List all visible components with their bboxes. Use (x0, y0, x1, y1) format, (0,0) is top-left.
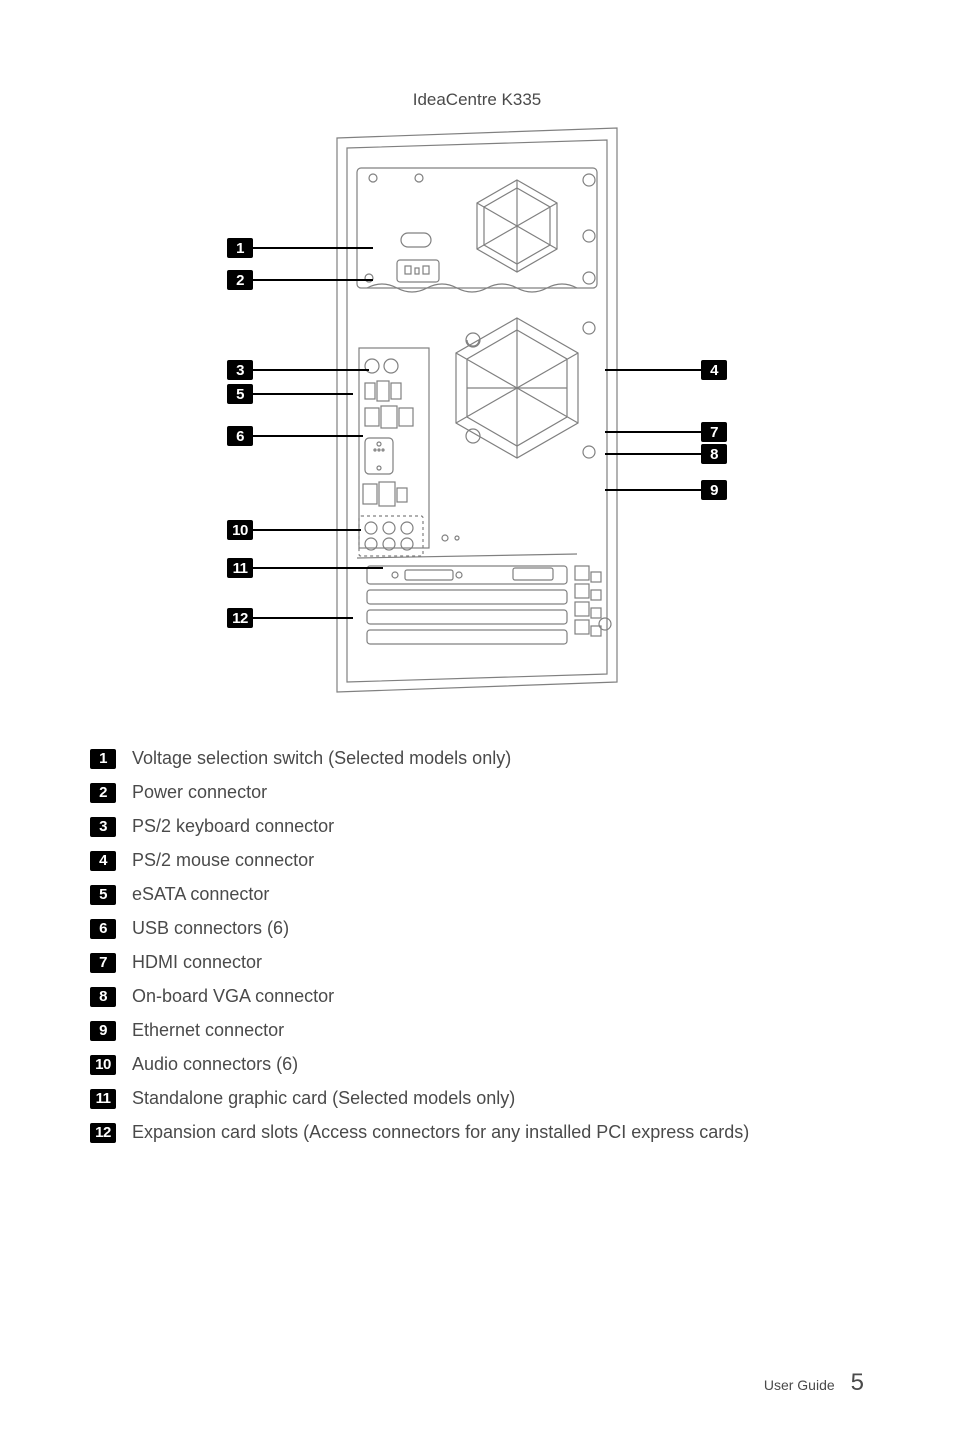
legend-text: eSATA connector (132, 884, 269, 905)
callout-badge: 3 (227, 360, 253, 380)
legend-text: Power connector (132, 782, 267, 803)
legend-text: PS/2 keyboard connector (132, 816, 334, 837)
legend-badge: 5 (90, 885, 116, 905)
legend-badge: 4 (90, 851, 116, 871)
legend-text: Expansion card slots (Access connectors … (132, 1122, 749, 1143)
page: IdeaCentre K335 (0, 0, 954, 1452)
product-title: IdeaCentre K335 (90, 90, 864, 110)
legend-text: Standalone graphic card (Selected models… (132, 1088, 515, 1109)
callout-badge: 5 (227, 384, 253, 404)
leader-line (605, 431, 701, 433)
legend-text: HDMI connector (132, 952, 262, 973)
callout-2: 2 (227, 270, 373, 290)
rear-panel-diagram (327, 118, 627, 698)
leader-line (253, 279, 373, 281)
leader-line (253, 369, 369, 371)
legend-item: 8 On-board VGA connector (90, 986, 864, 1007)
legend-badge: 8 (90, 987, 116, 1007)
callout-10: 10 (227, 520, 361, 540)
callout-badge: 11 (227, 558, 253, 578)
legend-item: 3 PS/2 keyboard connector (90, 816, 864, 837)
legend-item: 12 Expansion card slots (Access connector… (90, 1122, 864, 1143)
callout-12: 12 (227, 608, 353, 628)
legend-item: 4 PS/2 mouse connector (90, 850, 864, 871)
leader-line (253, 247, 373, 249)
callout-6: 6 (227, 426, 363, 446)
callout-3: 3 (227, 360, 369, 380)
callout-badge: 12 (227, 608, 253, 628)
callout-4: 4 (605, 360, 727, 380)
leader-line (253, 529, 361, 531)
legend-badge: 6 (90, 919, 116, 939)
footer-label: User Guide (764, 1377, 835, 1393)
legend-text: Voltage selection switch (Selected model… (132, 748, 511, 769)
legend-text: USB connectors (6) (132, 918, 289, 939)
page-number: 5 (851, 1369, 864, 1397)
callout-8: 8 (605, 444, 727, 464)
callout-badge: 2 (227, 270, 253, 290)
legend-text: On-board VGA connector (132, 986, 334, 1007)
leader-line (253, 393, 353, 395)
legend-badge: 7 (90, 953, 116, 973)
callout-badge: 1 (227, 238, 253, 258)
legend-item: 1 Voltage selection switch (Selected mode… (90, 748, 864, 769)
legend-badge: 9 (90, 1021, 116, 1041)
leader-line (605, 369, 701, 371)
legend-badge: 11 (90, 1089, 116, 1109)
legend-item: 2 Power connector (90, 782, 864, 803)
legend-item: 9 Ethernet connector (90, 1020, 864, 1041)
diagram-container: 12356101112 4789 (267, 118, 687, 698)
callout-11: 11 (227, 558, 383, 578)
footer: User Guide 5 (764, 1369, 864, 1397)
legend-text: Ethernet connector (132, 1020, 284, 1041)
legend-badge: 3 (90, 817, 116, 837)
legend-badge: 1 (90, 749, 116, 769)
legend-item: 7 HDMI connector (90, 952, 864, 973)
callout-badge: 8 (701, 444, 727, 464)
callout-badge: 10 (227, 520, 253, 540)
leader-line (253, 567, 383, 569)
leader-line (253, 435, 363, 437)
callout-9: 9 (605, 480, 727, 500)
legend-item: 10 Audio connectors (6) (90, 1054, 864, 1075)
callout-5: 5 (227, 384, 353, 404)
callout-badge: 6 (227, 426, 253, 446)
legend-item: 11 Standalone graphic card (Selected mode… (90, 1088, 864, 1109)
legend-text: PS/2 mouse connector (132, 850, 314, 871)
callout-badge: 7 (701, 422, 727, 442)
leader-line (605, 453, 701, 455)
legend-item: 5 eSATA connector (90, 884, 864, 905)
legend-item: 6 USB connectors (6) (90, 918, 864, 939)
legend-text: Audio connectors (6) (132, 1054, 298, 1075)
leader-line (605, 489, 701, 491)
legend-badge: 10 (90, 1055, 116, 1075)
callout-badge: 9 (701, 480, 727, 500)
leader-line (253, 617, 353, 619)
legend-badge: 2 (90, 783, 116, 803)
legend-badge: 12 (90, 1123, 116, 1143)
legend: 1 Voltage selection switch (Selected mode… (90, 748, 864, 1143)
callout-7: 7 (605, 422, 727, 442)
callout-badge: 4 (701, 360, 727, 380)
callout-1: 1 (227, 238, 373, 258)
